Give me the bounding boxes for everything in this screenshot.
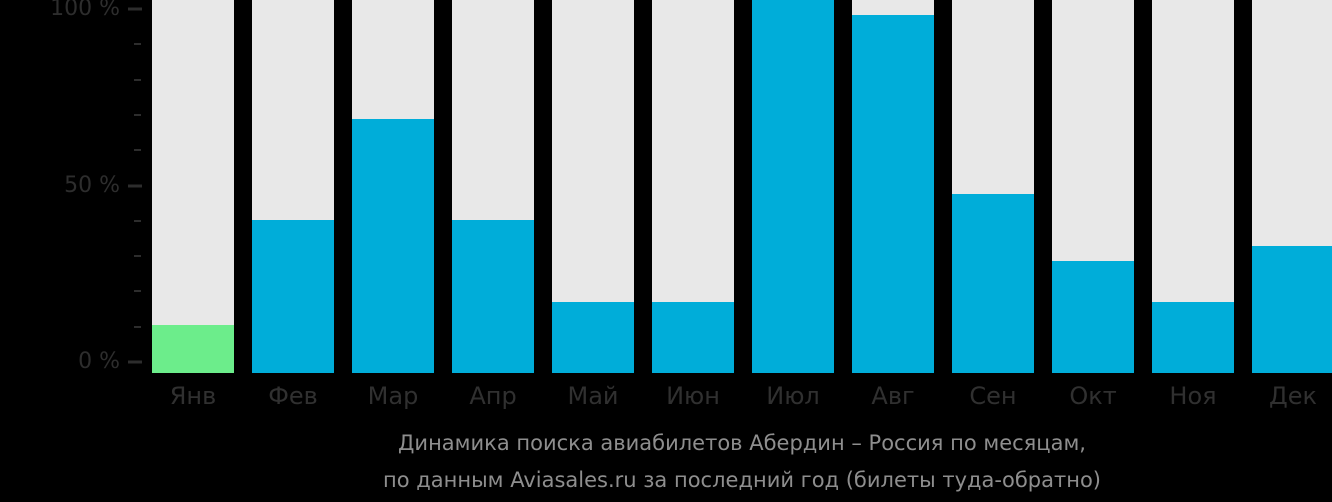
bar-track xyxy=(1252,0,1332,373)
y-axis-tick-label: 100 % xyxy=(50,0,120,21)
x-axis-month-label: Фев xyxy=(268,382,318,410)
caption-line-2: по данным Aviasales.ru за последний год … xyxy=(383,468,1101,492)
x-axis-month-label: Сен xyxy=(969,382,1017,410)
bar-fill xyxy=(352,119,434,373)
bar-fill xyxy=(652,302,734,373)
bar-track xyxy=(652,0,734,373)
bar-track xyxy=(1052,0,1134,373)
y-axis-minor-tick xyxy=(134,290,141,293)
x-axis-month-label: Авг xyxy=(871,382,915,410)
bar-track xyxy=(852,0,934,373)
bar-fill xyxy=(852,14,934,373)
y-axis-minor-tick xyxy=(134,43,141,46)
bar-track xyxy=(452,0,534,373)
bar-fill xyxy=(752,0,834,373)
y-axis-major-tick xyxy=(128,184,142,187)
chart-caption: Динамика поиска авиабилетов Абердин – Ро… xyxy=(152,425,1332,499)
x-axis-month-label: Дек xyxy=(1268,382,1318,410)
plot-area: 100 % 50 % 0 % xyxy=(50,0,1332,374)
bar-fill xyxy=(1252,246,1332,373)
x-axis-month-label: Июн xyxy=(666,382,720,410)
y-axis-minor-tick xyxy=(134,325,141,328)
bar-track xyxy=(752,0,834,373)
y-axis-minor-tick xyxy=(134,219,141,222)
bar-fill xyxy=(1152,302,1234,373)
bar-track xyxy=(352,0,434,373)
x-axis-month-label: Май xyxy=(567,382,619,410)
y-axis-minor-tick xyxy=(134,113,141,116)
y-axis-major-tick xyxy=(128,7,142,11)
y-axis-tick-label: 50 % xyxy=(64,172,120,198)
bar-track xyxy=(152,0,234,373)
x-axis-month-label: Янв xyxy=(169,382,217,410)
bar-track xyxy=(1152,0,1234,373)
y-axis-major-tick xyxy=(128,360,142,364)
bar-track xyxy=(552,0,634,373)
y-axis-minor-tick xyxy=(134,255,141,258)
x-axis-month-label: Ноя xyxy=(1169,382,1217,410)
caption-line-1: Динамика поиска авиабилетов Абердин – Ро… xyxy=(398,431,1086,455)
y-axis-minor-tick xyxy=(134,78,141,81)
bar-fill xyxy=(452,220,534,373)
bar-fill xyxy=(952,193,1034,373)
x-axis-month-label: Окт xyxy=(1069,382,1117,410)
bar-fill xyxy=(152,324,234,373)
bar-track xyxy=(252,0,334,373)
bar-fill xyxy=(552,302,634,373)
bar-fill xyxy=(1052,261,1134,373)
y-axis-minor-tick xyxy=(134,149,141,152)
bar-track xyxy=(952,0,1034,373)
x-axis-month-label: Июл xyxy=(766,382,820,410)
x-axis-month-label: Мар xyxy=(367,382,419,410)
x-axis-month-label: Апр xyxy=(469,382,517,410)
bar-fill xyxy=(252,220,334,373)
y-axis-tick-label: 0 % xyxy=(78,349,120,374)
